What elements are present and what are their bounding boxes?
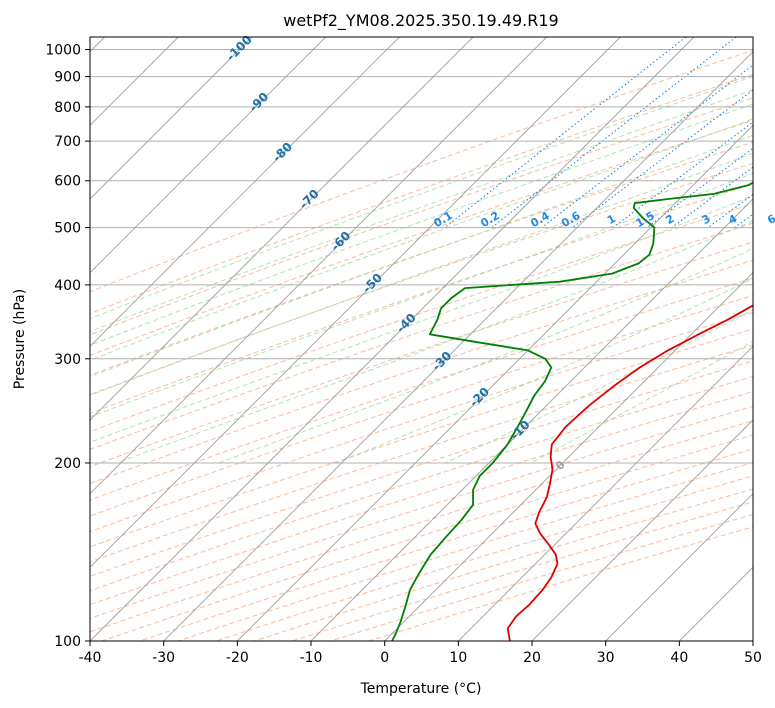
dry-adiabat-line	[90, 141, 753, 376]
background-lines	[90, 37, 753, 641]
dry-adiabat-line	[90, 162, 753, 396]
isotherm-line	[90, 37, 253, 200]
isotherm-line	[531, 419, 753, 641]
isotherm-line	[752, 640, 753, 641]
dry-adiabat-line	[101, 434, 753, 641]
moist-adiabat-line	[90, 172, 753, 418]
moist-adiabat-line	[90, 103, 753, 346]
chart-title: wetPf2_YM08.2025.350.19.49.R19	[283, 11, 558, 31]
mixing-ratio-label: 0.6	[559, 209, 583, 230]
isotherm-line	[678, 566, 753, 641]
mixing-ratio-line	[572, 89, 753, 229]
mixing-ratio-line	[541, 64, 753, 229]
grid-lines	[90, 37, 753, 641]
isotherm-line	[163, 50, 753, 641]
dry-adiabat-line	[90, 259, 753, 485]
isotherm-line	[236, 124, 753, 641]
isotherm-line	[90, 37, 621, 569]
isotherm-line	[90, 37, 474, 421]
x-tick-label: 10	[449, 650, 467, 666]
isotherm-line	[310, 198, 753, 641]
y-tick-label: 1000	[45, 43, 81, 59]
dry-adiabat-line	[368, 526, 753, 641]
x-tick-label: -20	[226, 650, 249, 666]
moist-adiabat-line	[90, 89, 753, 333]
mixing-ratio-label: 0.4	[528, 209, 552, 230]
mixing-ratio-line	[612, 121, 753, 229]
y-tick-label: 200	[54, 456, 81, 472]
moist-adiabat-line	[116, 220, 753, 464]
x-tick-label: 40	[670, 650, 688, 666]
mixing-ratio-line	[734, 213, 753, 229]
y-axis: 1000 900 800 700 600 500 400 300 200 100	[45, 43, 90, 650]
mixing-ratio-line	[671, 166, 753, 229]
y-tick-label: 500	[54, 221, 81, 237]
dry-adiabat-line	[90, 375, 753, 592]
dry-adiabat-line	[90, 203, 753, 433]
dry-adiabat-line	[90, 360, 753, 577]
moist-adiabat-line	[444, 309, 753, 464]
isotherm-line	[605, 492, 753, 641]
mixing-ratio-label: 0.1	[432, 209, 455, 230]
dry-adiabat-line	[90, 97, 753, 336]
isotherm-label: -30	[429, 349, 454, 374]
isotherm-line	[90, 37, 400, 348]
y-tick-label: 600	[54, 174, 81, 190]
y-axis-label: Pressure (hPa)	[12, 289, 28, 389]
dry-adiabat-line	[90, 277, 753, 501]
y-tick-label: 700	[54, 134, 81, 150]
x-tick-label: 0	[380, 650, 389, 666]
dry-adiabat-line	[90, 391, 753, 606]
temperature-profile	[506, 304, 753, 641]
dry-adiabat-line	[90, 328, 753, 548]
x-axis: -40 -30 -20 -10 0 10 20 30 40 50	[79, 641, 762, 666]
y-tick-label: 300	[54, 352, 81, 368]
x-axis-label: Temperature (°C)	[360, 681, 482, 697]
isotherm-label: -90	[246, 90, 271, 115]
dry-adiabat-line	[90, 294, 753, 517]
x-tick-label: -10	[300, 650, 323, 666]
isotherm-line	[457, 345, 753, 641]
isotherm-line	[90, 37, 327, 274]
dewpoint-profile	[391, 181, 753, 641]
isotherm-label: -20	[467, 385, 492, 410]
moist-adiabat-line	[90, 134, 753, 378]
mixing-ratio-label: 3	[700, 212, 713, 227]
moist-adiabat-line	[90, 118, 753, 361]
isotherm-line	[90, 37, 548, 495]
moist-adiabat-line	[90, 195, 753, 443]
x-tick-label: -40	[79, 650, 102, 666]
x-tick-label: 50	[744, 650, 762, 666]
isotherm-label: -70	[297, 187, 322, 212]
plot-frame	[89, 36, 754, 642]
mixing-ratio-line	[491, 37, 737, 229]
x-tick-label: -30	[152, 650, 175, 666]
isotherm-label: -60	[328, 229, 353, 254]
dry-adiabat-line	[90, 119, 753, 356]
isotherm-label: -40	[394, 311, 419, 336]
mixing-ratio-label: 6	[765, 212, 775, 227]
dry-adiabat-line	[90, 241, 753, 468]
x-tick-label: 20	[523, 650, 541, 666]
moist-adiabat-line	[90, 75, 753, 320]
dry-adiabat-line	[90, 183, 753, 414]
x-tick-label: 30	[597, 650, 615, 666]
dry-adiabat-line	[90, 344, 753, 563]
isotherm-label: -80	[270, 140, 295, 165]
y-tick-label: 800	[54, 100, 81, 116]
y-tick-label: 400	[54, 278, 81, 294]
dry-adiabat-line	[292, 501, 753, 641]
y-tick-label: 900	[54, 70, 81, 86]
dry-adiabat-line	[90, 311, 753, 533]
series-lines	[391, 181, 753, 641]
isotherm-line	[90, 37, 695, 641]
dry-adiabat-line	[90, 73, 753, 315]
y-tick-label: 100	[54, 634, 81, 650]
dry-adiabat-line	[177, 461, 753, 641]
dry-adiabat-line	[90, 49, 753, 293]
isotherm-line	[384, 271, 753, 641]
moist-adiabat-line	[90, 152, 753, 396]
dry-adiabat-line	[90, 222, 753, 450]
